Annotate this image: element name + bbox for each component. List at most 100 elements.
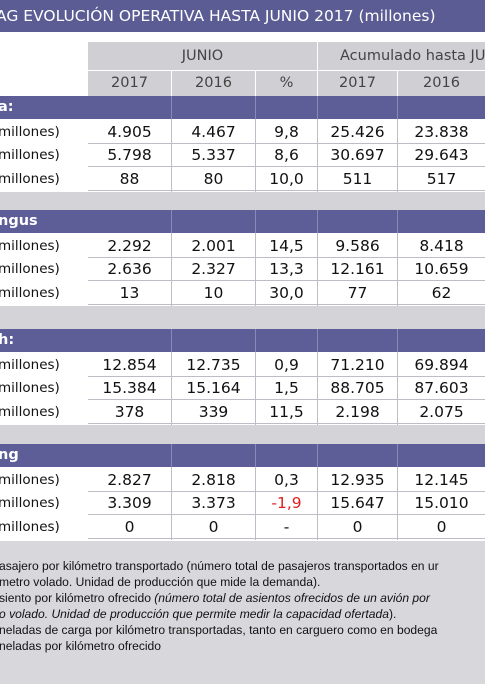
table-cell-a2017: 15.647 — [330, 494, 385, 512]
table-cell-pct: 8,6 — [274, 146, 299, 164]
table-cell-a2016: 62 — [431, 284, 452, 302]
table-cell-a2017: 511 — [342, 170, 373, 188]
row-label: millones) — [0, 495, 60, 511]
table-cell-v2017: 2.292 — [107, 237, 152, 255]
table-cell-pct: 9,8 — [274, 123, 299, 141]
table-cell-a2017: 2.198 — [335, 403, 380, 421]
section-header: h: — [0, 329, 485, 352]
row-divider — [88, 514, 485, 515]
table-cell-v2016: 10 — [203, 284, 224, 302]
column-divider — [171, 119, 172, 192]
row-divider — [88, 190, 485, 191]
row-divider — [88, 257, 485, 258]
column-divider — [397, 119, 398, 192]
section-header: ngus — [0, 210, 485, 233]
column-divider — [317, 96, 318, 119]
header-col-pct: % — [256, 71, 317, 96]
row-divider — [88, 143, 485, 144]
table-cell-a2017: 25.426 — [330, 123, 385, 141]
table-cell-pct: 11,5 — [269, 403, 304, 421]
table-cell-pct: - — [283, 518, 290, 536]
table-cell-pct: 1,5 — [274, 379, 299, 397]
table-cell-v2016: 2.327 — [191, 260, 236, 278]
footnote-line: neladas por kilómetro ofrecido — [0, 639, 162, 653]
header-col-2016: 2016 — [172, 71, 255, 96]
table-cell-a2016: 69.894 — [414, 356, 469, 374]
column-divider — [397, 96, 398, 119]
column-divider — [255, 352, 256, 425]
table-cell-v2017: 378 — [114, 403, 145, 421]
table-cell-a2016: 29.643 — [414, 146, 469, 164]
section-gap — [0, 425, 485, 446]
footnote-line: siento por kilómetro ofrecido (número to… — [0, 590, 430, 606]
column-divider — [397, 233, 398, 306]
table-cell-pct: 13,3 — [269, 260, 304, 278]
row-divider — [88, 538, 485, 539]
table-cell-pct: -1,9 — [271, 494, 302, 512]
table-cell-v2017: 15.384 — [102, 379, 157, 397]
table-cell-v2016: 0 — [208, 518, 219, 536]
column-divider — [171, 329, 172, 352]
table-cell-a2016: 23.838 — [414, 123, 469, 141]
table-cell-v2017: 4.905 — [107, 123, 152, 141]
table-cell-v2017: 88 — [119, 170, 140, 188]
table-cell-a2016: 87.603 — [414, 379, 469, 397]
table-cell-a2017: 0 — [352, 518, 363, 536]
column-divider — [255, 444, 256, 467]
table-cell-v2016: 4.467 — [191, 123, 236, 141]
row-label: millones) — [0, 171, 60, 187]
table-cell-v2016: 5.337 — [191, 146, 236, 164]
table-cell-a2017: 88.705 — [330, 379, 385, 397]
column-divider — [255, 119, 256, 192]
table-cell-a2016: 12.145 — [414, 471, 469, 489]
column-divider — [255, 329, 256, 352]
table-cell-a2017: 12.935 — [330, 471, 385, 489]
row-label: millones) — [0, 124, 60, 140]
table-cell-v2017: 2.827 — [107, 471, 152, 489]
column-divider — [317, 233, 318, 306]
table-cell-v2016: 12.735 — [186, 356, 241, 374]
column-divider — [317, 352, 318, 425]
section-name: ngus — [0, 213, 38, 229]
column-divider — [397, 210, 398, 233]
table-cell-a2016: 15.010 — [414, 494, 469, 512]
table-cell-pct: 10,0 — [269, 170, 304, 188]
row-divider — [88, 166, 485, 167]
table-cell-a2017: 12.161 — [330, 260, 385, 278]
section-name: ng — [0, 447, 19, 463]
table-cell-v2016: 80 — [203, 170, 224, 188]
column-divider — [255, 233, 256, 306]
table-cell-a2016: 8.418 — [419, 237, 464, 255]
column-divider — [255, 467, 256, 540]
column-divider — [171, 467, 172, 540]
column-divider — [397, 352, 398, 425]
section-name: h: — [0, 332, 15, 348]
row-divider — [88, 280, 485, 281]
column-divider — [171, 210, 172, 233]
footnote-text: siento por kilómetro ofrecido — [0, 591, 155, 605]
table-title-text: AG EVOLUCIÓN OPERATIVA HASTA JUNIO 2017 … — [0, 7, 436, 25]
column-divider — [171, 352, 172, 425]
table-cell-v2016: 3.373 — [191, 494, 236, 512]
table-cell-v2016: 339 — [198, 403, 229, 421]
table-cell-v2017: 0 — [124, 518, 135, 536]
footnote-line: asajero por kilómetro transportado (núme… — [0, 559, 439, 573]
table-cell-a2017: 71.210 — [330, 356, 385, 374]
column-divider — [317, 444, 318, 467]
column-divider — [171, 444, 172, 467]
column-divider — [317, 329, 318, 352]
column-divider — [171, 96, 172, 119]
table-cell-a2017: 30.697 — [330, 146, 385, 164]
table-cell-v2017: 12.854 — [102, 356, 157, 374]
section-gap — [0, 541, 485, 555]
row-label: millones) — [0, 472, 60, 488]
footnote-italic: (número total de asientos ofrecidos de u… — [154, 591, 430, 605]
table-cell-pct: 0,3 — [274, 471, 299, 489]
row-label: millones) — [0, 404, 60, 420]
header-col-2017: 2017 — [88, 71, 171, 96]
row-divider — [88, 399, 485, 400]
section-header: a: — [0, 96, 485, 119]
row-divider — [88, 376, 485, 377]
column-divider — [317, 210, 318, 233]
table-cell-a2017: 9.586 — [335, 237, 380, 255]
